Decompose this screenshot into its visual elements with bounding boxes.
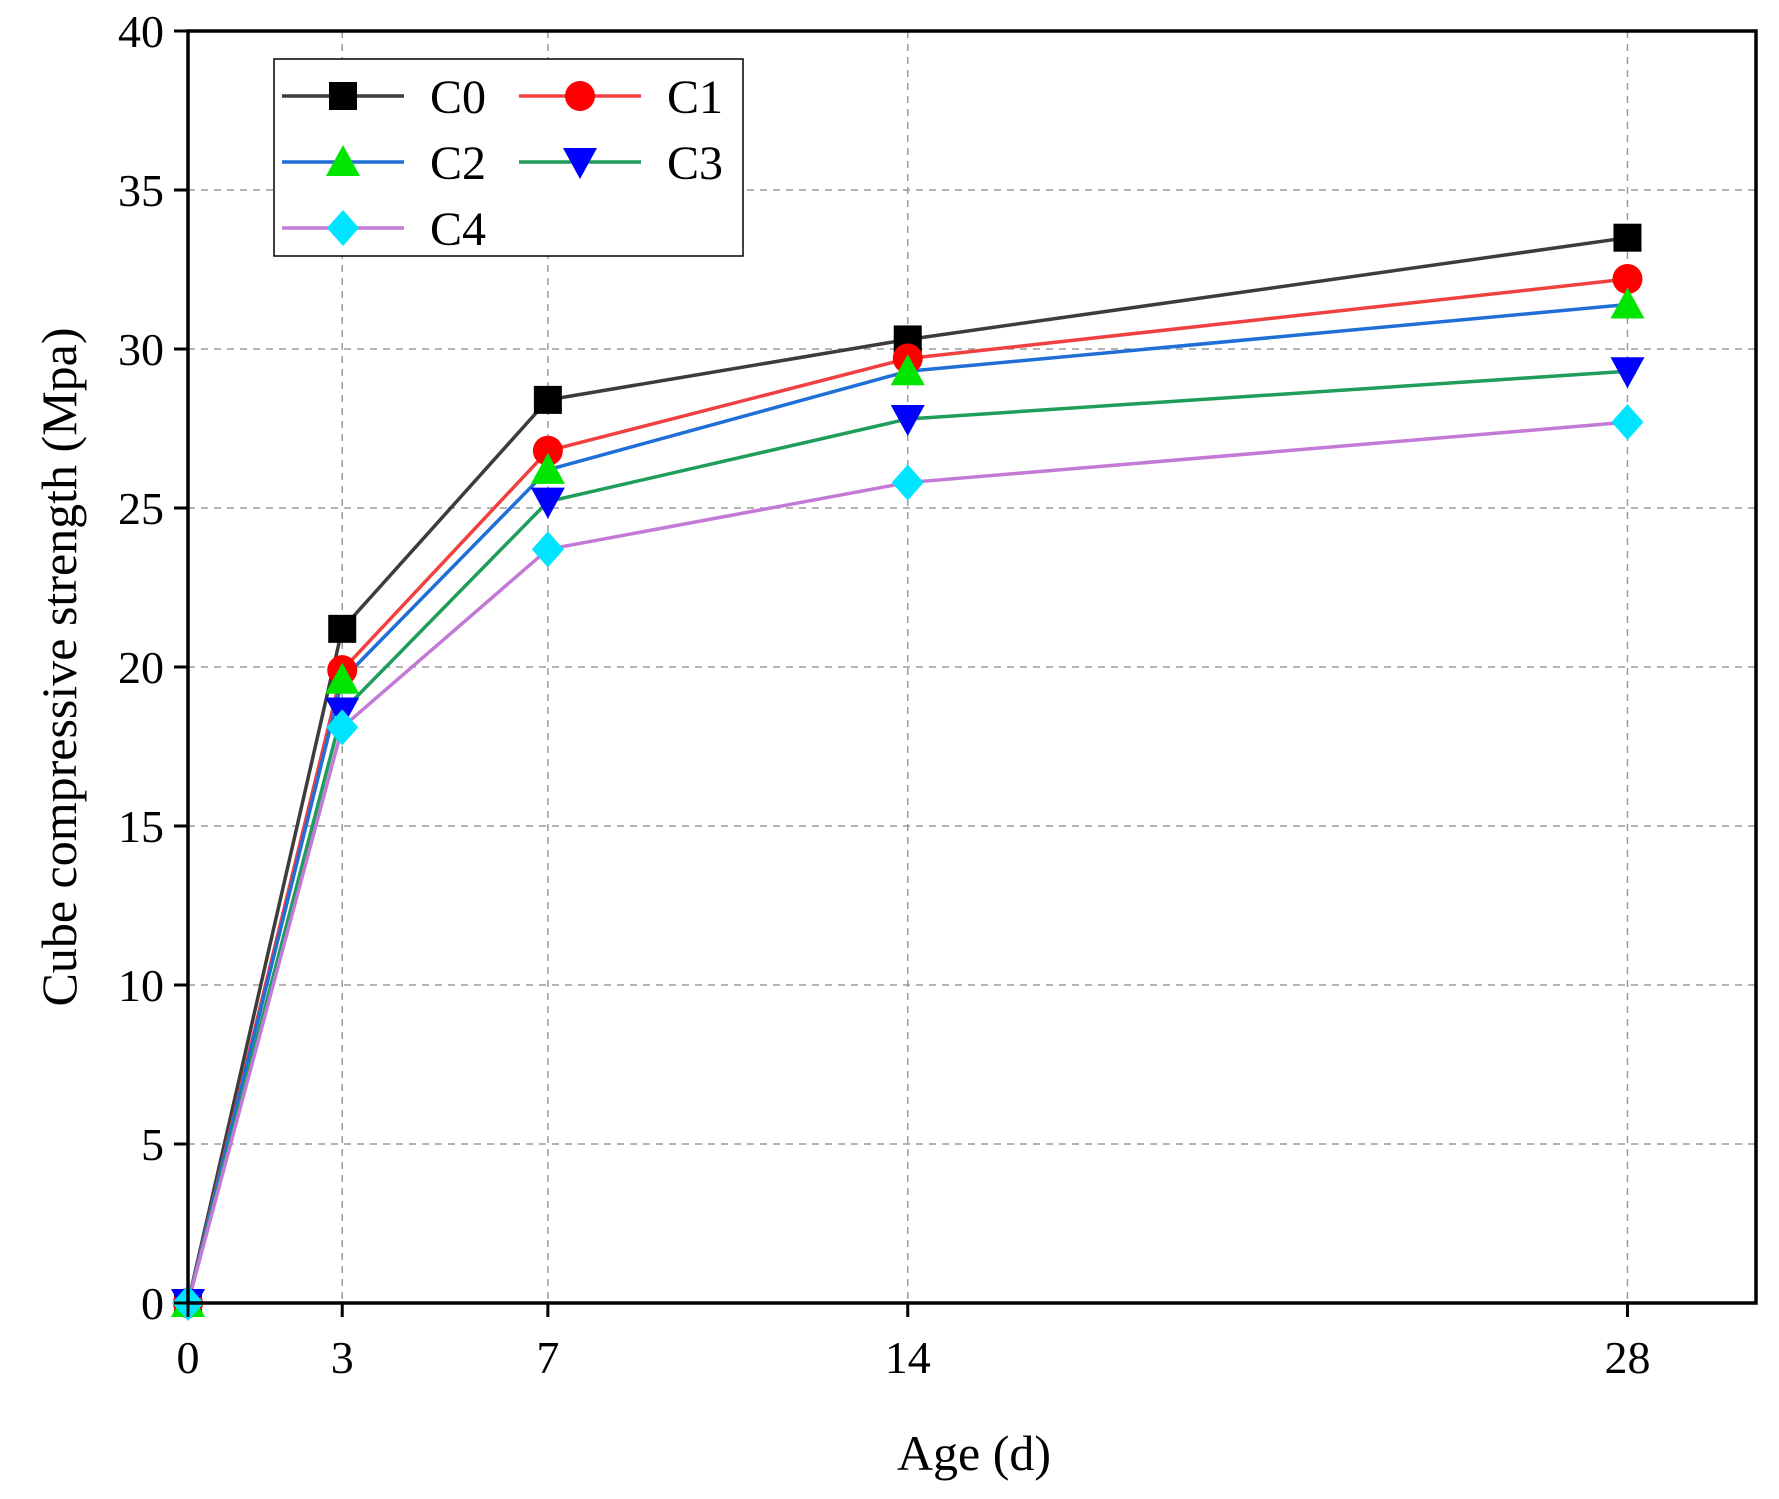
data-point-c0 (533, 385, 562, 414)
data-point-c4 (1611, 404, 1644, 441)
legend-label-c0: C0 (430, 71, 486, 124)
legend-label-c3: C3 (667, 137, 723, 190)
data-point-c2 (325, 662, 360, 694)
x-tick-label: 28 (1604, 1332, 1650, 1383)
legend-marker-c3 (563, 148, 597, 179)
y-tick-label: 40 (118, 6, 164, 57)
data-point-c0 (1613, 223, 1642, 252)
data-point-c2 (890, 354, 925, 386)
legend-label-c4: C4 (430, 203, 486, 256)
y-tick-label: 5 (141, 1119, 164, 1170)
legend: C0 C1 C2 C3 C4 (273, 58, 744, 257)
y-tick-label: 25 (118, 483, 164, 534)
x-tick-label: 7 (536, 1332, 559, 1383)
y-tick-label: 30 (118, 324, 164, 375)
legend-label-c1: C1 (667, 71, 723, 124)
x-tick-label: 14 (885, 1332, 931, 1383)
data-point-c1 (532, 435, 563, 466)
x-tick-label: 0 (177, 1332, 200, 1383)
data-point-c3 (530, 487, 565, 519)
y-tick-label: 35 (118, 165, 164, 216)
y-tick-label: 10 (118, 960, 164, 1011)
y-tick-label: 15 (118, 801, 164, 852)
data-point-c0 (328, 614, 357, 643)
legend-marker-c0 (329, 82, 357, 110)
data-point-c4 (531, 531, 564, 568)
data-point-c2 (530, 452, 565, 484)
legend-label-c2: C2 (430, 137, 486, 190)
legend-marker-c4 (327, 210, 359, 246)
y-tick-label: 0 (141, 1278, 164, 1329)
data-point-c2 (1610, 287, 1645, 319)
data-point-c3 (1610, 357, 1645, 389)
y-tick-label: 20 (118, 642, 164, 693)
data-point-c1 (1612, 264, 1643, 295)
tick-layer (174, 29, 1629, 1317)
legend-marker-c1 (565, 81, 595, 111)
y-axis-title: Cube compressive strength (Mpa) (31, 327, 87, 1006)
data-point-c4 (891, 464, 924, 501)
legend-marker-c2 (326, 145, 360, 176)
x-tick-label: 3 (331, 1332, 354, 1383)
data-point-c3 (890, 404, 925, 436)
tick-label-layer: 0 5 10 15 20 25 30 35 40 0 3 7 14 28 (118, 6, 1650, 1383)
x-axis-title: Age (d) (897, 1425, 1051, 1481)
data-point-c4 (326, 709, 359, 746)
